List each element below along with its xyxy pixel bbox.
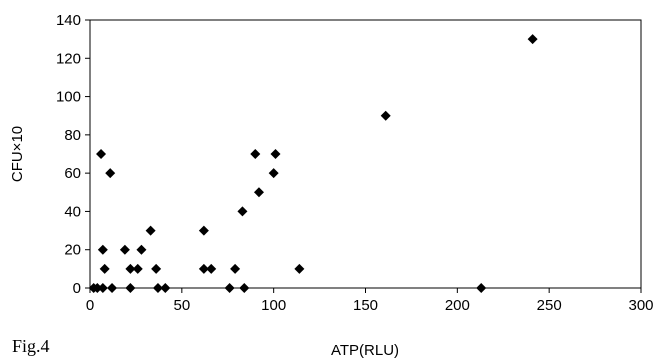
data-point xyxy=(92,283,103,293)
data-point xyxy=(132,263,143,274)
x-tick-label: 150 xyxy=(353,297,378,314)
data-point xyxy=(237,206,248,217)
y-tick-label: 60 xyxy=(64,165,81,182)
data-point xyxy=(294,263,305,274)
data-point xyxy=(476,283,487,293)
data-point xyxy=(145,225,156,236)
y-axis-title: CFU×10 xyxy=(9,126,26,182)
data-points xyxy=(88,34,538,293)
x-tick-label: 300 xyxy=(628,297,653,314)
data-point xyxy=(125,283,136,293)
x-tick-label: 200 xyxy=(445,297,470,314)
y-tick-label: 100 xyxy=(56,89,81,106)
x-axis-title: ATP(RLU) xyxy=(331,342,399,358)
data-point xyxy=(105,168,116,179)
x-tick-label: 100 xyxy=(261,297,286,314)
data-point xyxy=(99,263,110,274)
data-point xyxy=(160,283,171,293)
data-point xyxy=(198,263,209,274)
data-point xyxy=(250,149,261,159)
data-point xyxy=(239,283,250,293)
figure-label: Fig.4 xyxy=(12,336,50,356)
y-axis: 0 20 40 60 80 100 120 140 xyxy=(56,12,90,297)
x-axis: 0 50 100 150 200 250 300 xyxy=(86,288,654,314)
data-point xyxy=(151,263,162,274)
data-point xyxy=(119,244,130,255)
data-point xyxy=(97,283,108,293)
x-tick-label: 0 xyxy=(86,297,94,314)
plot-area-frame xyxy=(89,19,642,289)
x-tick-label: 250 xyxy=(537,297,562,314)
y-tick-label: 0 xyxy=(73,280,81,297)
data-point xyxy=(198,225,209,236)
data-point xyxy=(96,149,107,159)
data-point xyxy=(230,263,241,274)
data-point xyxy=(97,244,108,255)
y-tick-label: 80 xyxy=(64,127,81,144)
data-point xyxy=(527,34,538,45)
data-point xyxy=(270,149,281,159)
data-point xyxy=(253,187,264,198)
data-point xyxy=(268,168,279,179)
x-tick-label: 50 xyxy=(173,297,190,314)
y-tick-label: 140 xyxy=(56,12,81,29)
y-tick-label: 120 xyxy=(56,50,81,67)
y-tick-label: 40 xyxy=(64,203,81,220)
data-point xyxy=(107,283,118,293)
data-point xyxy=(152,283,163,293)
data-point xyxy=(125,263,136,274)
data-point xyxy=(206,263,217,274)
data-point xyxy=(380,110,391,121)
y-tick-label: 20 xyxy=(64,242,81,259)
data-point xyxy=(136,244,147,255)
data-point xyxy=(224,283,235,293)
